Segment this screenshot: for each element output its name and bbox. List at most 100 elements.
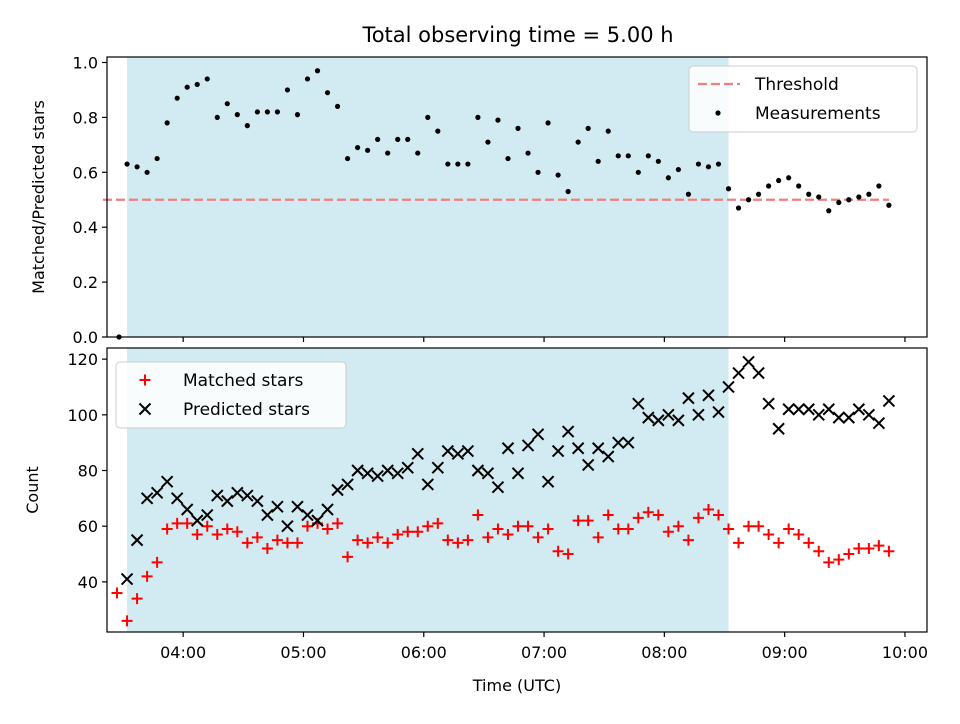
predicted-star-marker — [441, 444, 455, 458]
measurement-point — [545, 120, 551, 126]
matched-star-marker — [803, 537, 815, 549]
measurement-point — [405, 136, 411, 142]
predicted-star-marker — [842, 411, 856, 424]
matched-star-marker — [602, 509, 614, 521]
matched-star-marker — [412, 526, 424, 538]
matched-star-marker — [753, 520, 765, 532]
predicted-star-marker — [451, 447, 465, 461]
matched-star-marker — [472, 509, 484, 521]
measurement-point — [735, 205, 742, 211]
x-tick-label: 08:00 — [641, 643, 687, 662]
matched-star-marker — [592, 531, 604, 543]
matched-star-marker — [873, 540, 885, 552]
y-tick-label: 0.2 — [73, 273, 98, 292]
predicted-star-marker — [862, 408, 876, 422]
figure-title: Total observing time = 5.00 h — [361, 23, 673, 47]
x-tick-label: 05:00 — [280, 643, 326, 662]
matched-star-marker — [552, 545, 564, 557]
measurement-point — [355, 144, 361, 151]
legend-predicted-swatch — [138, 402, 152, 416]
predicted-star-marker — [501, 442, 515, 455]
y-tick-label: 80 — [78, 462, 98, 481]
predicted-star-marker — [752, 366, 765, 380]
matched-star-marker — [261, 542, 273, 554]
x-tick-label: 04:00 — [160, 643, 206, 662]
predicted-star-marker — [622, 436, 635, 449]
measurement-point — [555, 172, 561, 178]
predicted-star-marker — [882, 394, 896, 408]
matched-star-marker — [332, 517, 344, 529]
measurement-point — [695, 161, 702, 167]
measurement-point — [585, 125, 591, 131]
predicted-star-marker — [812, 408, 825, 422]
measurement-point — [284, 87, 291, 93]
matched-star-marker — [211, 529, 223, 541]
matched-star-marker — [452, 537, 464, 549]
measurement-point — [254, 109, 260, 115]
predicted-star-marker — [702, 389, 715, 402]
measurement-point — [866, 191, 872, 197]
predicted-star-marker — [411, 447, 424, 461]
predicted-star-marker — [431, 461, 445, 474]
predicted-star-marker — [682, 391, 695, 405]
predicted-star-marker — [140, 492, 154, 505]
predicted-star-marker — [672, 414, 685, 427]
measurement-point — [344, 155, 351, 162]
matched-star-marker — [522, 520, 534, 532]
measurement-point — [745, 197, 752, 203]
measurement-point — [134, 164, 140, 170]
measurement-point — [725, 186, 732, 192]
measurement-point — [755, 191, 762, 197]
matched-star-marker — [572, 515, 584, 527]
measurement-point — [124, 161, 130, 167]
axes-frame — [106, 56, 928, 338]
predicted-star-marker — [461, 444, 475, 458]
predicted-star-marker — [311, 514, 324, 527]
matched-star-marker — [853, 542, 865, 554]
y-axis-label: Count — [23, 466, 42, 514]
predicted-star-marker — [291, 500, 304, 513]
measurement-point — [264, 109, 270, 115]
legend-matched-swatch — [139, 374, 151, 386]
measurement-point — [535, 169, 541, 175]
x-tick-label: 07:00 — [521, 643, 567, 662]
matched-star-marker — [161, 523, 173, 535]
y-tick-label: 0.6 — [73, 163, 98, 182]
measurement-point — [485, 139, 491, 145]
measurement-point — [665, 175, 671, 181]
matched-star-marker — [843, 548, 855, 560]
measurement-point — [164, 120, 170, 126]
measurement-point — [224, 101, 230, 107]
measurement-point — [715, 161, 722, 167]
matched-star-marker — [301, 520, 313, 532]
measurement-point — [475, 114, 481, 120]
measurement-point — [595, 158, 601, 164]
measurement-point — [675, 166, 681, 173]
predicted-star-marker — [231, 486, 244, 499]
matched-star-marker — [221, 523, 233, 535]
matched-star-marker — [251, 531, 263, 543]
predicted-star-marker — [191, 514, 204, 527]
measurement-point — [154, 155, 160, 162]
matched-star-marker — [672, 520, 684, 532]
matched-star-marker — [442, 534, 454, 546]
measurement-point — [615, 153, 621, 159]
matched-star-marker — [662, 526, 674, 538]
measurement-point — [435, 128, 441, 134]
predicted-star-marker — [581, 458, 595, 472]
measurement-point — [294, 112, 301, 118]
measurement-point — [625, 153, 631, 159]
predicted-star-marker — [201, 508, 214, 522]
measurement-point — [836, 199, 842, 206]
measurement-point — [214, 114, 220, 120]
measurement-point — [445, 161, 451, 167]
predicted-star-marker — [531, 428, 545, 441]
matched-star-marker — [492, 523, 504, 535]
measurement-point — [234, 112, 240, 118]
predicted-star-marker — [371, 469, 384, 483]
matched-star-marker — [131, 593, 143, 605]
predicted-star-marker — [742, 355, 755, 369]
predicted-star-marker — [281, 519, 294, 533]
y-axis-label: Matched/Predicted stars — [29, 100, 48, 294]
measurement-point — [635, 169, 641, 175]
